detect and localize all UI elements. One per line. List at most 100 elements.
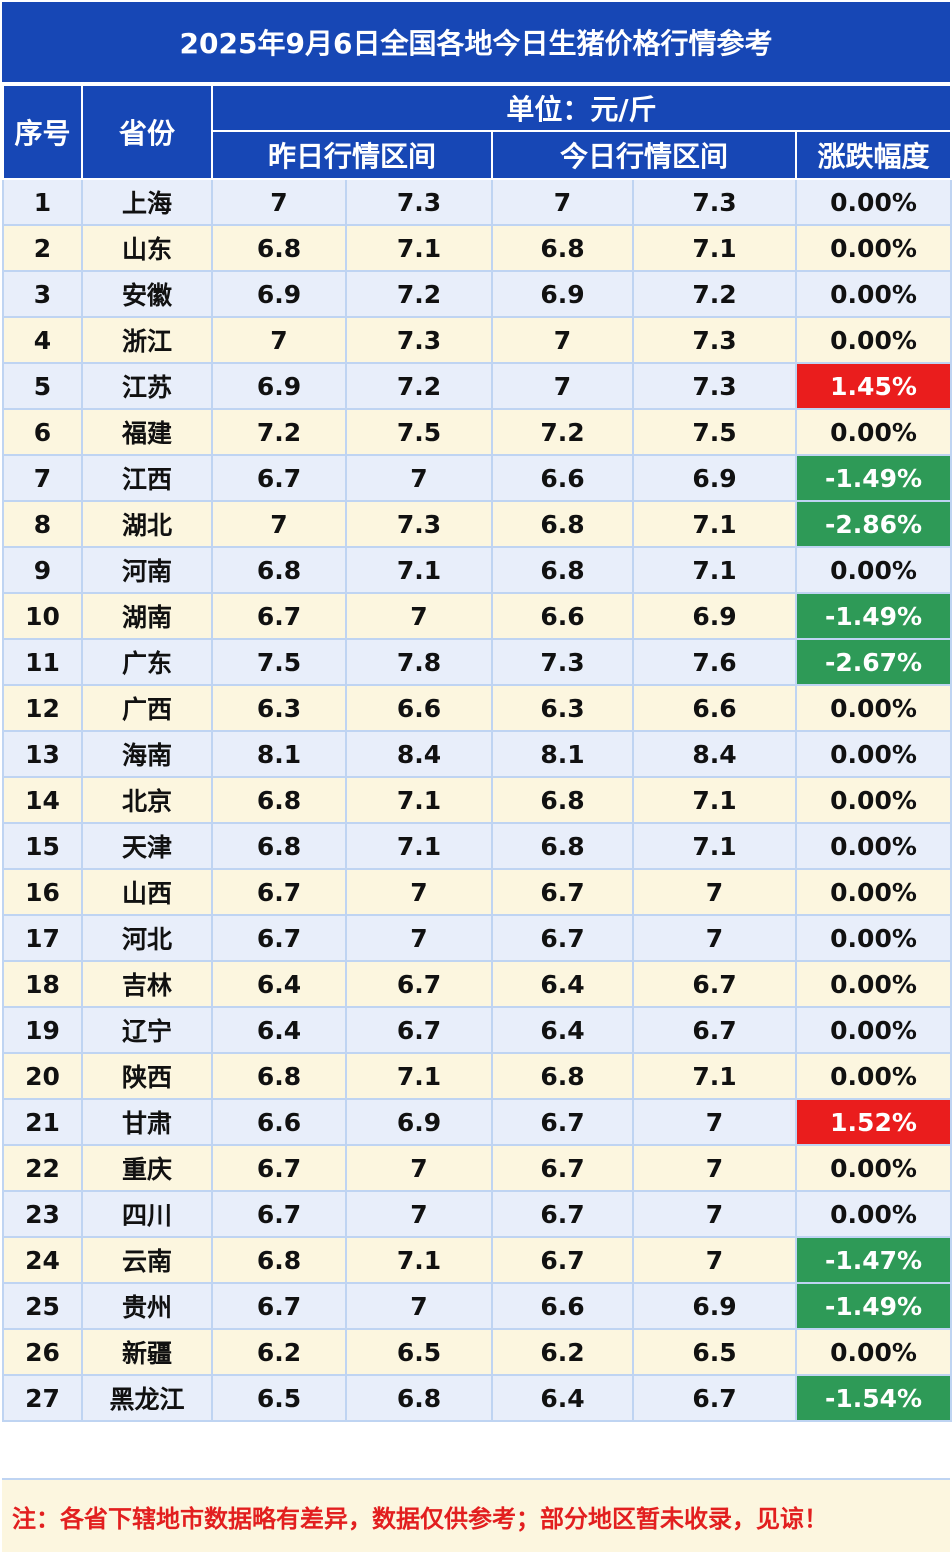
row-change: 0.00% [794,868,952,916]
row-yesterday-low: 6.7 [211,592,347,640]
row-yesterday-high: 7.1 [345,776,493,824]
table-row: 5 江苏 6.9 7.2 7 7.3 1.45% [2,362,952,410]
row-today-low: 6.8 [491,546,634,594]
row-province: 湖北 [81,500,213,548]
row-province: 海南 [81,730,213,778]
table-row: 8 湖北 7 7.3 6.8 7.1 -2.86% [2,500,952,548]
row-province: 河南 [81,546,213,594]
row-province: 贵州 [81,1282,213,1330]
table-row: 3 安徽 6.9 7.2 6.9 7.2 0.00% [2,270,952,318]
row-yesterday-high: 7.5 [345,408,493,456]
row-today-low: 6.7 [491,1190,634,1238]
table-row: 24 云南 6.8 7.1 6.7 7 -1.47% [2,1236,952,1284]
row-province: 广西 [81,684,213,732]
row-yesterday-low: 7.2 [211,408,347,456]
row-province: 浙江 [81,316,213,364]
row-change: 0.00% [794,178,952,226]
table-row: 4 浙江 7 7.3 7 7.3 0.00% [2,316,952,364]
row-today-high: 7 [632,1236,797,1284]
row-yesterday-low: 6.5 [211,1374,347,1422]
row-yesterday-low: 6.7 [211,1190,347,1238]
row-yesterday-high: 7 [345,454,493,502]
row-change: 0.00% [794,1144,952,1192]
row-yesterday-low: 6.8 [211,1052,347,1100]
row-yesterday-high: 6.9 [345,1098,493,1146]
row-today-low: 6.8 [491,1052,634,1100]
row-today-high: 7 [632,1190,797,1238]
row-change: 0.00% [794,684,952,732]
row-today-high: 7.3 [632,178,797,226]
row-change: 0.00% [794,914,952,962]
row-today-high: 6.7 [632,1006,797,1054]
row-index: 2 [2,224,83,272]
row-index: 7 [2,454,83,502]
row-change: 0.00% [794,960,952,1008]
row-province: 湖南 [81,592,213,640]
row-yesterday-high: 7.3 [345,178,493,226]
row-yesterday-low: 6.7 [211,914,347,962]
row-province: 广东 [81,638,213,686]
row-yesterday-high: 7.1 [345,224,493,272]
row-yesterday-high: 6.7 [345,960,493,1008]
row-today-low: 6.4 [491,1374,634,1422]
row-province: 上海 [81,178,213,226]
row-index: 24 [2,1236,83,1284]
row-yesterday-low: 6.7 [211,1282,347,1330]
price-table: 序号 省份 单位：元/斤 昨日行情区间 今日行情区间 涨跌幅度 1 上海 7 7.3 7… [2,84,952,1422]
row-change: 0.00% [794,1006,952,1054]
row-today-high: 6.9 [632,592,797,640]
row-yesterday-low: 6.8 [211,822,347,870]
row-province: 黑龙江 [81,1374,213,1422]
row-today-low: 7.2 [491,408,634,456]
table-row: 25 贵州 6.7 7 6.6 6.9 -1.49% [2,1282,952,1330]
row-province: 四川 [81,1190,213,1238]
row-province: 江西 [81,454,213,502]
row-yesterday-low: 6.7 [211,454,347,502]
row-today-high: 7.1 [632,500,797,548]
table-row: 20 陕西 6.8 7.1 6.8 7.1 0.00% [2,1052,952,1100]
row-yesterday-low: 8.1 [211,730,347,778]
row-change: -1.47% [794,1236,952,1284]
row-today-low: 6.3 [491,684,634,732]
row-yesterday-high: 7 [345,914,493,962]
row-yesterday-high: 7 [345,1144,493,1192]
row-yesterday-low: 6.3 [211,684,347,732]
row-index: 27 [2,1374,83,1422]
row-index: 13 [2,730,83,778]
table-row: 7 江西 6.7 7 6.6 6.9 -1.49% [2,454,952,502]
row-yesterday-high: 7 [345,1282,493,1330]
table-row: 14 北京 6.8 7.1 6.8 7.1 0.00% [2,776,952,824]
row-change: -2.86% [794,500,952,548]
row-change: 0.00% [794,776,952,824]
table-row: 16 山西 6.7 7 6.7 7 0.00% [2,868,952,916]
row-today-high: 7.1 [632,1052,797,1100]
row-yesterday-low: 6.9 [211,270,347,318]
row-province: 云南 [81,1236,213,1284]
header-unit: 单位：元/斤 [210,84,952,132]
row-today-low: 6.8 [491,776,634,824]
row-province: 重庆 [81,1144,213,1192]
row-index: 16 [2,868,83,916]
row-index: 14 [2,776,83,824]
row-index: 3 [2,270,83,318]
row-province: 甘肃 [81,1098,213,1146]
table-row: 22 重庆 6.7 7 6.7 7 0.00% [2,1144,952,1192]
row-today-high: 7 [632,1144,797,1192]
row-yesterday-low: 6.8 [211,224,347,272]
row-today-high: 6.9 [632,454,797,502]
row-yesterday-high: 6.8 [345,1374,493,1422]
row-index: 23 [2,1190,83,1238]
row-index: 22 [2,1144,83,1192]
row-yesterday-low: 6.9 [211,362,347,410]
header-index: 序号 [2,84,83,180]
row-change: 0.00% [794,730,952,778]
table-row: 13 海南 8.1 8.4 8.1 8.4 0.00% [2,730,952,778]
row-province: 山西 [81,868,213,916]
row-yesterday-high: 7.1 [345,1236,493,1284]
row-index: 26 [2,1328,83,1376]
row-change: 0.00% [794,1328,952,1376]
row-today-low: 7 [491,178,634,226]
row-change: 0.00% [794,822,952,870]
table-row: 9 河南 6.8 7.1 6.8 7.1 0.00% [2,546,952,594]
